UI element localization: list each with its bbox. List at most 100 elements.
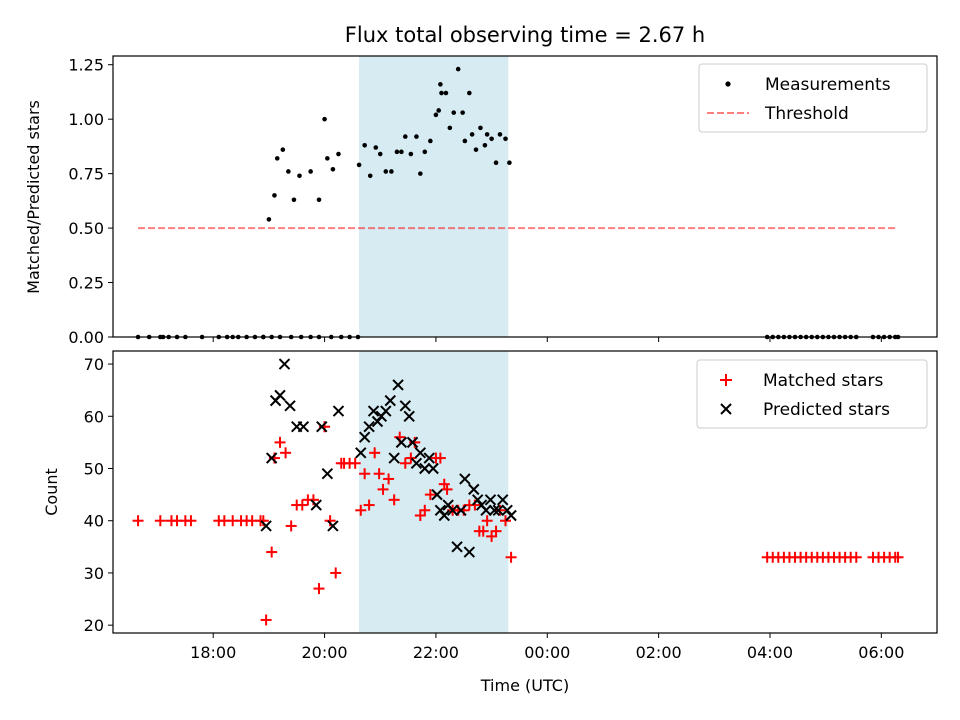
bottom-legend-frame: [696, 359, 928, 429]
measurement-point: [462, 138, 468, 144]
bottom-y-tick-label: 70: [84, 355, 104, 374]
measurement-point: [291, 197, 297, 203]
matched-star-point: [481, 515, 493, 527]
matched-star-point: [280, 447, 292, 459]
measurement-point: [408, 151, 414, 157]
measurement-point: [399, 149, 404, 155]
measurement-point: [460, 110, 465, 115]
measurement-point: [266, 217, 272, 222]
legend-marker-matched: [720, 374, 732, 386]
bottom-y-tick-label: 60: [84, 407, 104, 426]
matched-star-point: [363, 499, 375, 511]
top-y-tick-label: 0.50: [68, 219, 104, 238]
legend-label-threshold: Threshold: [764, 104, 849, 124]
top-y-tick-label: 0.25: [68, 274, 104, 293]
matched-star-point: [266, 546, 278, 558]
measurement-point: [436, 108, 442, 113]
bottom-x-tick-label: 02:00: [636, 643, 682, 662]
bottom-x-tick-label: 18:00: [190, 643, 236, 662]
predicted-star-point: [327, 520, 339, 532]
predicted-star-point: [278, 358, 291, 370]
bottom-y-tick-label: 30: [84, 564, 104, 583]
predicted-star-point: [260, 520, 272, 532]
measurement-point: [497, 132, 503, 137]
measurement-point: [325, 156, 330, 161]
matched-star-point: [409, 436, 421, 448]
predicted-star-point: [332, 405, 345, 417]
matched-star-point: [383, 473, 395, 485]
matched-star-point: [850, 551, 862, 563]
legend-marker-predicted: [720, 403, 732, 415]
measurement-point: [455, 66, 461, 72]
matched-star-point: [494, 504, 506, 516]
measurement-point: [336, 151, 341, 157]
measurement-point: [286, 169, 291, 174]
measurement-point: [383, 169, 389, 174]
bottom-panel: 20 30 40 50 60 70 18:00 20:00 22:00 00:00 02:00 04…: [42, 350, 938, 695]
measurement-point: [389, 169, 394, 174]
predicted-star-point: [310, 499, 322, 511]
measurement-point: [439, 90, 444, 96]
bottom-y-tick-label: 50: [84, 460, 104, 479]
matched-star-point: [154, 515, 166, 527]
predicted-star-point: [406, 436, 419, 449]
predicted-star-point: [492, 504, 504, 516]
chart-title: Flux total observing time = 2.67 h: [345, 23, 705, 47]
matched-star-point: [369, 447, 381, 459]
bottom-x-tick-label: 06:00: [858, 643, 904, 662]
predicted-star-point: [455, 504, 467, 516]
top-y-tick-label: 1.25: [68, 56, 104, 75]
predicted-star-point: [488, 504, 501, 516]
predicted-star-point: [459, 473, 471, 485]
measurement-point: [503, 136, 508, 142]
matched-star-point: [296, 499, 308, 511]
measurement-point: [484, 132, 490, 137]
top-y-axis: 0.00 0.25 0.50 0.75 1.00 1.25: [68, 56, 113, 347]
predicted-star-point: [384, 394, 396, 407]
predicted-star-point: [427, 462, 439, 475]
measurement-point: [316, 197, 322, 203]
measurement-point: [482, 143, 488, 148]
measurement-point: [297, 173, 302, 179]
measurement-point: [308, 169, 313, 174]
predicted-star-point: [355, 447, 367, 459]
measurement-point: [330, 166, 336, 172]
legend-marker-measurements: [725, 81, 731, 87]
top-x-ticks: [212, 337, 882, 342]
legend-label-matched: Matched stars: [763, 371, 883, 391]
matched-star-point: [477, 525, 489, 537]
predicted-star-point: [423, 452, 435, 464]
matched-star-point: [313, 583, 325, 595]
predicted-star-point: [388, 452, 400, 464]
measurement-point: [322, 116, 327, 122]
bottom-x-tick-label: 04:00: [747, 643, 793, 662]
bottom-x-axis: 18:00 20:00 22:00 00:00 02:00 04:00 06:00: [190, 633, 904, 662]
top-panel: 0.00 0.25 0.50 0.75 1.00 1.25 Matched/Predict…: [24, 55, 938, 347]
predicted-star-point: [297, 421, 310, 433]
bottom-x-tick-label: 20:00: [302, 643, 348, 662]
matched-star-point: [419, 504, 431, 516]
measurement-point: [447, 125, 453, 131]
predicted-star-point: [367, 405, 380, 417]
top-plot-frame: [112, 55, 938, 338]
predicted-star-point: [358, 431, 371, 443]
predicted-star-point: [380, 405, 392, 417]
predicted-star-point: [468, 483, 480, 496]
predicted-star-point: [392, 379, 404, 391]
matched-star-point: [274, 436, 286, 448]
matched-star-point: [359, 468, 371, 480]
predicted-star-point: [438, 509, 450, 522]
measurement-point: [414, 134, 419, 139]
legend-label-predicted: Predicted stars: [763, 400, 890, 420]
top-y-tick-label: 1.00: [68, 110, 104, 129]
bottom-x-tick-label: 00:00: [524, 643, 570, 662]
measurement-point: [428, 138, 433, 144]
predicted-star-point: [446, 504, 459, 516]
measurement-point: [377, 151, 383, 157]
bottom-y-axis: 20 30 40 50 60 70: [84, 355, 113, 635]
measurement-point: [367, 173, 373, 179]
predicted-star-point: [265, 452, 278, 464]
measurement-point: [422, 149, 428, 155]
predicted-star-point: [316, 421, 328, 433]
predicted-star-point: [419, 462, 431, 475]
